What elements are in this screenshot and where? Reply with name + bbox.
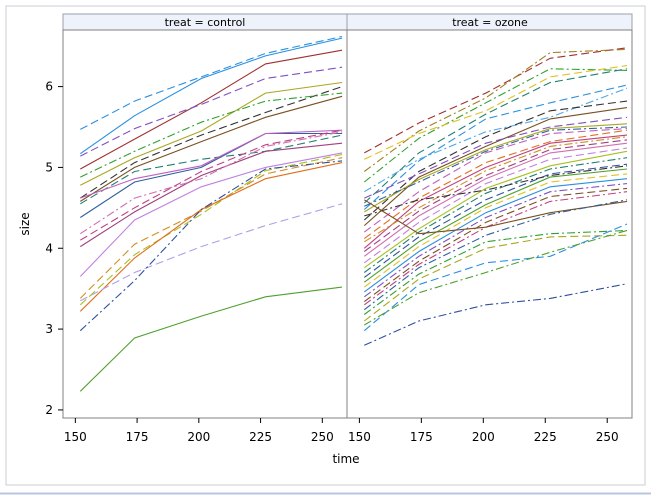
x-tick-label-ozone-150: 150 xyxy=(348,430,371,444)
series-line-ozone-27 xyxy=(363,187,628,303)
series-line-ozone-25 xyxy=(363,178,628,293)
series-line-ozone-3 xyxy=(363,68,628,183)
series-line-control-4 xyxy=(80,66,343,157)
x-tick-label-control-200: 200 xyxy=(187,430,210,444)
series-line-ozone-1 xyxy=(364,47,628,154)
series-line-ozone-35 xyxy=(364,229,628,326)
series-line-ozone-33 xyxy=(363,234,628,322)
series-line-control-2 xyxy=(79,37,343,155)
series-line-control-15 xyxy=(79,152,343,277)
x-tick-label-ozone-175: 175 xyxy=(410,430,433,444)
x-axis: 150 175 200 225 250 150 175 200 225 250 xyxy=(64,418,619,444)
series-line-control-1 xyxy=(80,35,343,130)
series-line-ozone-20 xyxy=(363,150,628,269)
x-tick-label-ozone-250: 250 xyxy=(596,430,619,444)
series-line-ozone-13 xyxy=(363,128,628,233)
series-line-ozone-36 xyxy=(364,283,628,346)
series-line-control-9 xyxy=(79,132,343,218)
series-line-ozone-5 xyxy=(363,68,628,204)
series-line-control-13 xyxy=(80,142,343,248)
series-line-ozone-2 xyxy=(363,48,628,172)
panel-control: treat = control xyxy=(62,13,348,419)
series-line-ozone-4 xyxy=(364,65,628,160)
y-tick-label-3: 3 xyxy=(45,322,53,336)
series-line-control-3 xyxy=(80,49,343,170)
y-tick-label-6: 6 xyxy=(45,80,53,94)
series-line-ozone-22 xyxy=(363,163,628,278)
y-tick-label-2: 2 xyxy=(45,403,53,417)
lines-ozone xyxy=(363,47,628,346)
x-tick-label-control-225: 225 xyxy=(249,430,272,444)
x-tick-label-ozone-200: 200 xyxy=(472,430,495,444)
series-line-control-12 xyxy=(80,129,343,241)
y-tick-label-4: 4 xyxy=(45,241,53,255)
series-line-control-14 xyxy=(79,131,343,235)
series-line-ozone-6 xyxy=(363,84,628,210)
series-line-ozone-21 xyxy=(363,157,628,273)
x-tick-label-control-250: 250 xyxy=(311,430,334,444)
series-line-ozone-30 xyxy=(364,199,628,235)
x-axis-label: time xyxy=(332,452,359,466)
series-line-ozone-19 xyxy=(363,147,628,264)
plot-area-ozone xyxy=(346,29,633,419)
series-line-control-21 xyxy=(79,286,343,392)
y-axis-label: size xyxy=(18,212,32,235)
series-line-ozone-10 xyxy=(364,116,628,199)
series-line-control-6 xyxy=(79,86,343,199)
series-line-control-5 xyxy=(80,81,343,186)
series-line-control-16 xyxy=(79,153,343,306)
series-line-control-19 xyxy=(80,203,343,302)
panel-ozone: treat = ozone xyxy=(346,13,633,419)
series-line-control-20 xyxy=(79,160,343,332)
series-line-ozone-16 xyxy=(364,136,628,243)
series-line-control-17 xyxy=(79,157,343,299)
x-tick-label-ozone-225: 225 xyxy=(534,430,557,444)
series-line-ozone-18 xyxy=(363,142,628,257)
plot-area-control xyxy=(62,29,348,419)
series-line-ozone-9 xyxy=(363,107,628,227)
series-line-control-7 xyxy=(80,95,343,202)
lines-control xyxy=(79,35,343,392)
series-line-ozone-8 xyxy=(363,100,628,221)
series-line-ozone-12 xyxy=(364,126,628,207)
series-line-ozone-29 xyxy=(364,165,628,217)
x-tick-label-control-150: 150 xyxy=(64,430,87,444)
y-tick-label-5: 5 xyxy=(45,160,53,174)
strip-label-ozone: treat = ozone xyxy=(452,16,528,29)
series-line-control-11 xyxy=(80,129,343,199)
y-axis: 2 3 4 5 6 xyxy=(45,80,63,417)
strip-label-control: treat = control xyxy=(165,16,246,29)
series-line-ozone-15 xyxy=(363,134,628,249)
series-line-ozone-26 xyxy=(363,183,628,298)
series-line-control-8 xyxy=(80,92,343,178)
x-tick-label-control-175: 175 xyxy=(126,430,149,444)
series-line-ozone-24 xyxy=(363,173,628,288)
series-line-ozone-23 xyxy=(363,168,628,283)
series-line-control-10 xyxy=(80,134,343,205)
